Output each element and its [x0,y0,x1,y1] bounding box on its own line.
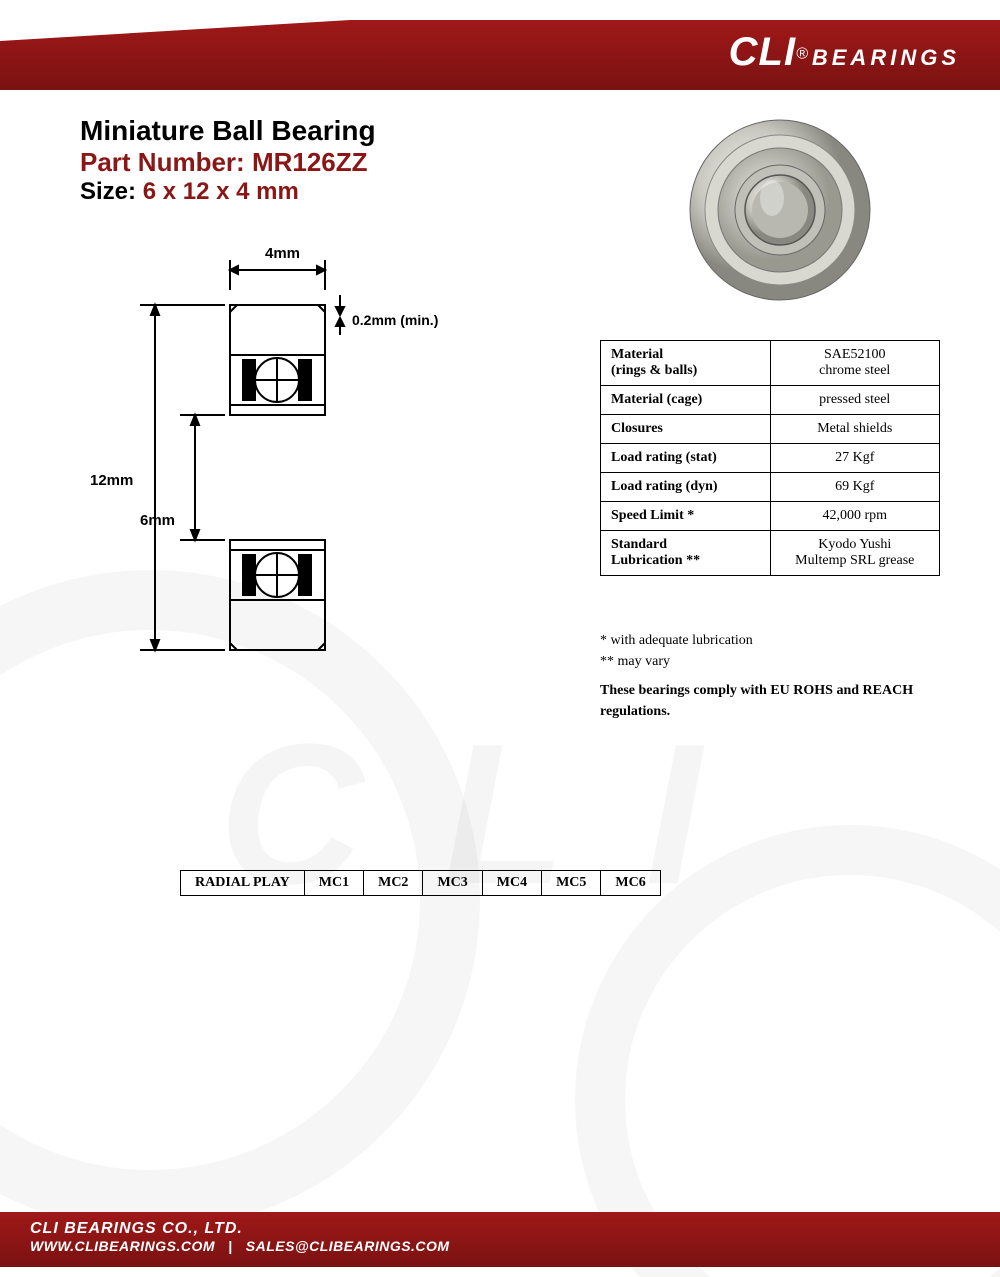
radial-col: MC2 [364,871,423,896]
specs-row: ClosuresMetal shields [601,415,940,444]
brand-suffix: BEARINGS [812,45,960,70]
specs-table: Material(rings & balls)SAE52100chrome st… [600,340,940,576]
radial-header-row: RADIAL PLAYMC1MC2MC3MC4MC5MC6 [181,871,661,896]
specs-row: StandardLubrication **Kyodo YushiMultemp… [601,531,940,576]
footer-email: SALES@CLIBEARINGS.COM [246,1238,450,1254]
specs-row: Speed Limit *42,000 rpm [601,502,940,531]
compliance-note: These bearings comply with EU ROHS and R… [600,680,940,722]
footer-banner: CLI BEARINGS CO., LTD. WWW.CLIBEARINGS.C… [0,1212,1000,1267]
specs-label: Material (cage) [601,386,771,415]
specs-row: Material (cage)pressed steel [601,386,940,415]
radial-play-table: RADIAL PLAYMC1MC2MC3MC4MC5MC6 [180,870,661,896]
title-block: Miniature Ball Bearing Part Number: MR12… [80,115,376,206]
specs-label: Material(rings & balls) [601,341,771,386]
size-value: 6 x 12 x 4 mm [143,178,299,205]
specs-label: Closures [601,415,771,444]
specs-row: Load rating (dyn)69 Kgf [601,473,940,502]
part-number-line: Part Number: MR126ZZ [80,147,376,178]
specs-notes: * with adequate lubrication ** may vary … [600,630,940,722]
registered-mark: ® [796,46,808,63]
specs-label: Load rating (stat) [601,444,771,473]
cross-section-diagram: 4mm 0.2mm (min.) [80,240,480,680]
footer-company: CLI BEARINGS CO., LTD. [30,1220,970,1238]
specs-label: Speed Limit * [601,502,771,531]
brand-name: CLI [729,30,796,74]
brand-logo: CLI®BEARINGS [729,30,960,75]
chamfer-dim: 0.2mm (min.) [352,312,438,328]
radial-col: MC3 [423,871,482,896]
specs-value: 27 Kgf [770,444,940,473]
specs-label: Load rating (dyn) [601,473,771,502]
radial-col: MC1 [304,871,363,896]
footer-web: WWW.CLIBEARINGS.COM [30,1238,215,1254]
specs-value: pressed steel [770,386,940,415]
specs-value: 69 Kgf [770,473,940,502]
radial-header: RADIAL PLAY [181,871,305,896]
part-number-value: MR126ZZ [252,147,368,177]
width-dim: 4mm [265,245,300,262]
specs-value: 42,000 rpm [770,502,940,531]
specs-row: Material(rings & balls)SAE52100chrome st… [601,341,940,386]
specs-value: SAE52100chrome steel [770,341,940,386]
specs-value: Metal shields [770,415,940,444]
radial-col: MC4 [482,871,541,896]
od-dim: 12mm [90,472,133,489]
specs-row: Load rating (stat)27 Kgf [601,444,940,473]
footer-contact: WWW.CLIBEARINGS.COM | SALES@CLIBEARINGS.… [30,1238,970,1254]
note-vary: ** may vary [600,651,940,672]
note-lubrication: * with adequate lubrication [600,630,940,651]
header-banner: CLI®BEARINGS [0,20,1000,90]
specs-label: StandardLubrication ** [601,531,771,576]
footer-sep: | [228,1238,232,1254]
product-type: Miniature Ball Bearing [80,115,376,147]
part-number-label: Part Number: [80,147,245,177]
bore-dim: 6mm [140,512,175,529]
radial-col: MC6 [601,871,660,896]
product-image [680,110,880,310]
specs-value: Kyodo YushiMultemp SRL grease [770,531,940,576]
size-label: Size: [80,178,136,205]
size-line: Size: 6 x 12 x 4 mm [80,178,376,206]
radial-col: MC5 [542,871,601,896]
